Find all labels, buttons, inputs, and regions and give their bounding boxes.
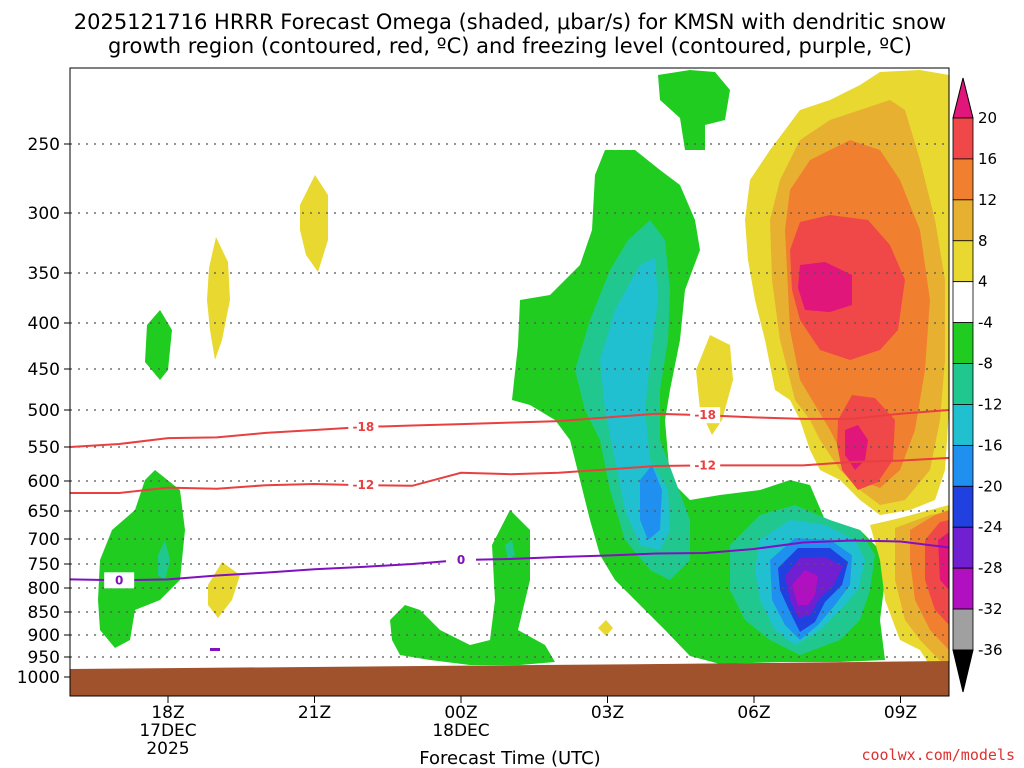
colorbar: 20 16 12 8 4 -4 -8 -12 -16 -20 -24 -28 -32 -36 — [952, 77, 1003, 693]
omega-shading — [98, 70, 949, 696]
x-axis-label: Forecast Time (UTC) — [419, 748, 600, 768]
y-axis: 250 300 350 400 450 500 550 600 650 700 750 800 850 9… — [17, 135, 70, 688]
colorbar-band--8--4 — [952, 322, 974, 364]
contour-label-bg--12 — [348, 477, 379, 494]
contour-label-bg--12 — [690, 457, 721, 474]
x-tick-label-18Z-2: 2025 — [146, 739, 189, 759]
omega-region-green-2 — [98, 470, 185, 648]
colorbar-band--36--32 — [952, 608, 974, 651]
colorbar-label--28: -28 — [978, 559, 1003, 577]
credit-text: coolwx.com/models — [861, 746, 1015, 764]
surface-ground — [70, 661, 949, 696]
colorbar-label--24: -24 — [978, 518, 1003, 536]
omega-region-yellow-3 — [300, 175, 328, 272]
contour-label-0: 0 — [115, 573, 123, 587]
colorbar-band-4-8 — [952, 240, 974, 283]
colorbar-label--12: -12 — [978, 395, 1003, 413]
x-tick-label-18Z-0: 18Z — [151, 703, 184, 723]
colorbar-label-8: 8 — [978, 232, 988, 250]
contour-label-bg--18 — [348, 419, 379, 436]
y-tick-label-1000: 1000 — [17, 668, 60, 688]
x-tick-label-00Z-0: 00Z — [444, 703, 477, 723]
contour-label--12: -12 — [352, 478, 374, 492]
y-tick-label-250: 250 — [28, 135, 60, 155]
omega-region-small-marker — [210, 648, 220, 651]
colorbar-band-bottom — [952, 649, 974, 693]
colorbar-band-16-20 — [952, 117, 974, 160]
colorbar-label--20: -20 — [978, 477, 1003, 495]
x-tick-label-03Z-0: 03Z — [591, 703, 624, 723]
y-tick-label-350: 350 — [28, 264, 60, 284]
colorbar-band--16--12 — [952, 404, 974, 446]
omega-region-teal-3 — [158, 540, 170, 580]
colorbar-label-12: 12 — [978, 191, 997, 209]
colorbar-label--16: -16 — [978, 436, 1003, 454]
contour-label--12: -12 — [694, 458, 716, 472]
colorbar-label--36: -36 — [978, 641, 1003, 659]
plot-area: -18 -18 -12 -12 0 0 — [70, 68, 949, 696]
colorbar-band--32--28 — [952, 567, 974, 610]
colorbar-label-16: 16 — [978, 150, 997, 168]
colorbar-label-4: 4 — [978, 273, 988, 291]
plot-frame — [69, 67, 950, 697]
y-tick-label-550: 550 — [28, 438, 60, 458]
omega-region-green-1 — [145, 310, 172, 380]
colorbar-label--4: -4 — [978, 314, 993, 332]
colorbar-label--8: -8 — [978, 355, 993, 373]
omega-region-green-5 — [658, 70, 730, 150]
contour-label-bg-0 — [446, 552, 476, 568]
contour-line-0 — [70, 539, 949, 582]
y-tick-label-400: 400 — [28, 314, 60, 334]
contour-lines: -18 -18 -12 -12 0 0 — [70, 407, 949, 589]
y-tick-label-850: 850 — [28, 603, 60, 623]
omega-region-teal-4 — [505, 540, 515, 560]
chart-title-line-2: growth region (contoured, red, ºC) and f… — [108, 34, 912, 58]
omega-region-yellow-4 — [207, 237, 230, 360]
y-tick-label-750: 750 — [28, 555, 60, 575]
colorbar-band--12--8 — [952, 363, 974, 405]
y-tick-label-500: 500 — [28, 401, 60, 421]
x-tick-label-06Z-0: 06Z — [737, 703, 770, 723]
colorbar-label--32: -32 — [978, 600, 1003, 618]
y-tick-label-300: 300 — [28, 204, 60, 224]
omega-region-lightblue-1 — [640, 465, 662, 540]
chart-title-line-1: 2025121716 HRRR Forecast Omega (shaded, … — [74, 10, 946, 34]
omega-region-yellow-7 — [598, 620, 613, 636]
x-tick-label-00Z-1: 18DEC — [432, 721, 489, 741]
x-tick-label-18Z-1: 17DEC — [139, 721, 196, 741]
omega-region-pink-1 — [798, 262, 852, 312]
y-tick-label-700: 700 — [28, 530, 60, 550]
colorbar-band--28--24 — [952, 526, 974, 569]
colorbar-band--20--16 — [952, 444, 974, 487]
colorbar-band-12-16 — [952, 158, 974, 201]
contour-label--18: -18 — [694, 408, 716, 422]
y-tick-label-800: 800 — [28, 579, 60, 599]
contour-line--18 — [70, 409, 949, 448]
colorbar-band-8-12 — [952, 199, 974, 242]
contour-label-bg-0 — [104, 572, 135, 589]
omega-region-pink-2 — [845, 425, 868, 470]
y-tick-label-450: 450 — [28, 360, 60, 380]
colorbar-band--24--20 — [952, 485, 974, 528]
contour-label-0: 0 — [457, 553, 465, 567]
colorbar-label-20: 20 — [978, 109, 997, 127]
colorbar-band-top — [952, 77, 974, 119]
y-tick-label-600: 600 — [28, 472, 60, 492]
y-tick-label-650: 650 — [28, 502, 60, 522]
x-tick-label-09Z-0: 09Z — [884, 703, 917, 723]
y-tick-label-950: 950 — [28, 648, 60, 668]
omega-region-magenta-1 — [792, 570, 818, 605]
colorbar-band--4-4 — [952, 281, 974, 324]
contour-label--18: -18 — [352, 420, 374, 434]
contour-label-bg--18 — [690, 407, 721, 424]
y-tick-label-900: 900 — [28, 626, 60, 646]
x-tick-label-21Z-0: 21Z — [298, 703, 331, 723]
contour-line--12 — [70, 456, 949, 494]
